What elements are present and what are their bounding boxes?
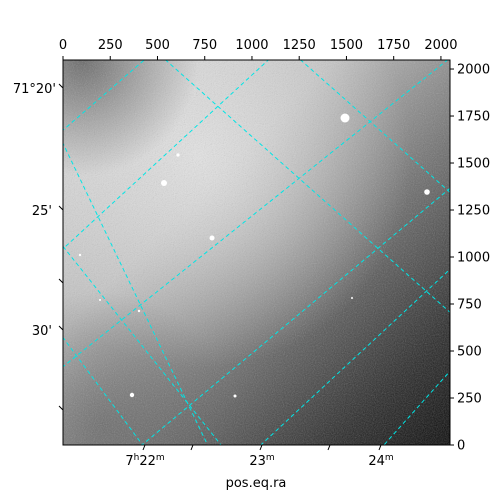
ra-axis: 7h22m 23m 24m pos.eq.ra [125,444,394,491]
grid-line [383,370,450,445]
grid-line [164,60,450,313]
right-axis-tick-label: 1750 [457,110,490,125]
grid-line [260,268,450,445]
star [78,253,82,257]
right-axis-tick-label: 1500 [457,157,490,172]
right-axis-tick-label: 1000 [457,251,490,266]
right-axis-tick-label: 1250 [457,204,490,219]
grid-line [63,336,144,445]
star [340,113,350,123]
plot-frame [62,59,451,446]
grid-line [141,187,450,445]
star [129,392,135,398]
coordinate-grid [40,60,450,455]
dec-tick-label: 30' [32,324,52,339]
star [209,235,215,241]
grid-line [63,60,145,131]
star [233,394,237,398]
top-pixel-axis: 0 250 500 750 1000 1250 1500 1750 2000 [59,38,457,60]
star [424,189,430,195]
dec-tick-label: 71°20' [13,82,56,97]
top-axis-tick-label: 500 [145,38,170,53]
right-pixel-axis: 0 250 500 750 1000 1250 1500 1750 2000 [450,63,490,454]
top-axis-tick-label: 1750 [377,38,410,53]
grid-line [63,142,209,445]
grid-line [299,60,450,193]
grid-line [63,245,222,445]
grid-line [63,60,269,250]
grid-line [40,440,60,455]
ra-tick-label: 23m [249,453,274,469]
star [176,153,180,157]
right-axis-tick-label: 2000 [457,63,490,78]
top-axis-tick-label: 0 [59,38,67,53]
top-axis-tick-label: 250 [98,38,123,53]
dec-axis: 71°20' 25' 30' [13,82,64,411]
right-axis-tick-label: 750 [457,298,482,313]
top-axis-tick-label: 1500 [330,38,363,53]
ra-tick-label: 24m [368,453,393,469]
star [99,299,101,301]
sky-image [63,60,450,445]
top-axis-tick-label: 750 [192,38,217,53]
star [161,180,167,186]
right-axis-tick-label: 250 [457,392,482,407]
top-axis-tick-label: 2000 [424,38,457,53]
star-markers [78,113,430,398]
dec-tick-label: 25' [32,204,52,219]
top-axis-tick-label: 1000 [235,38,268,53]
ra-tick-label: 7h22m [125,453,164,469]
right-axis-tick-label: 0 [457,439,465,454]
star [137,309,141,313]
right-axis-tick-label: 500 [457,345,482,360]
star [351,297,353,299]
top-axis-tick-label: 1250 [283,38,316,53]
x-axis-label: pos.eq.ra [226,476,287,491]
grid-line [63,60,449,368]
